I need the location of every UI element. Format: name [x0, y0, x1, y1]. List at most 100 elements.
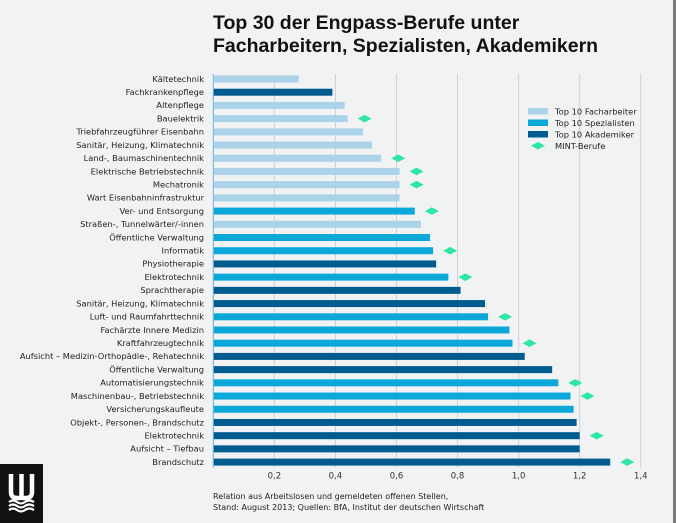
bar — [213, 339, 513, 347]
bar — [213, 141, 373, 149]
mint-diamond-marker — [443, 246, 458, 255]
bar — [213, 167, 400, 175]
category-label: Aufsicht – Tiefbau — [130, 444, 204, 454]
category-label: Öffentliche Verwaltung — [109, 364, 204, 374]
category-label: Straßen-, Tunnelwärter/-innen — [80, 219, 204, 229]
legend-label: Top 10 Spezialisten — [554, 118, 635, 128]
bar — [213, 115, 348, 123]
category-label: Elektrotechnik — [144, 272, 204, 282]
bar — [213, 260, 437, 268]
category-label: Elektrotechnik — [144, 430, 204, 440]
gridlines — [212, 74, 642, 468]
category-label: Aufsicht – Medizin-Orthopädie-, Rehatech… — [20, 351, 204, 361]
bar — [213, 313, 489, 321]
x-tick-label: 1,4 — [634, 472, 648, 482]
category-label: Objekt-, Personen-, Brandschutz — [70, 417, 204, 427]
bar — [213, 220, 421, 228]
bar — [213, 101, 345, 109]
category-label: Elektrische Betriebstechnik — [91, 166, 205, 176]
category-label: Brandschutz — [152, 457, 204, 467]
category-label: Mechatronik — [153, 179, 204, 189]
chart-title: Top 30 der Engpass-Berufe unter Facharbe… — [213, 12, 653, 58]
bar — [213, 75, 299, 83]
mint-diamond-marker — [498, 312, 513, 321]
mint-diamond-marker — [620, 458, 635, 466]
wave-w-logo-icon — [8, 474, 35, 513]
mint-diamond-marker — [409, 180, 424, 189]
bar — [213, 418, 577, 426]
mint-diamond-marker — [522, 339, 537, 347]
category-label: Automatisierungstechnik — [100, 378, 204, 388]
mint-diamond-marker — [589, 431, 604, 440]
bar — [213, 88, 333, 96]
category-label: Kraftfahrzeugtechnik — [117, 338, 204, 348]
bar — [213, 445, 580, 453]
footnote-line-1: Relation aus Arbeitslosen und gemeldeten… — [213, 492, 449, 501]
category-label: Sanitär, Heizung, Klimatechnik — [76, 140, 204, 150]
category-label: Informatik — [162, 246, 205, 256]
bar — [213, 154, 382, 162]
chart-title-line-1: Top 30 der Engpass-Berufe unter — [213, 12, 520, 34]
legend-label: Top 10 Facharbeiter — [554, 107, 637, 117]
category-label: Land-, Baumaschinentechnik — [84, 153, 205, 163]
mint-diamond-marker — [424, 207, 439, 215]
x-tick-label: 0,4 — [329, 472, 343, 482]
legend-swatch — [528, 119, 548, 126]
bar — [213, 326, 510, 334]
bar — [213, 207, 415, 215]
category-label: Kältetechnik — [152, 74, 204, 84]
bar — [213, 379, 559, 387]
bar — [213, 300, 486, 308]
legend-swatch — [528, 108, 548, 115]
category-label: Fachkrankenpflege — [126, 87, 204, 97]
source-footnote: Relation aus Arbeitslosen und gemeldeten… — [213, 491, 653, 513]
logo — [0, 464, 43, 523]
category-label: Fachärzte Innere Medizin — [100, 325, 204, 335]
x-axis-ticks: 0,2 0,4 0,6 0,8 1,0 1,2 1,4 — [268, 472, 648, 482]
bars — [213, 75, 635, 466]
x-tick-label: 1,0 — [512, 472, 526, 482]
category-label: Ver- und Entsorgung — [119, 206, 204, 216]
bar — [213, 392, 571, 400]
legend-label: Top 10 Akademiker — [554, 130, 635, 140]
bar — [213, 352, 525, 360]
mint-diamond-marker — [409, 167, 424, 176]
mint-diamond-marker — [391, 154, 406, 163]
bar — [213, 273, 449, 281]
bar — [213, 405, 574, 413]
bar — [213, 366, 553, 374]
legend-label: MINT-Berufe — [555, 141, 605, 151]
x-tick-label: 0,6 — [390, 472, 404, 482]
mint-diamond-marker — [580, 392, 595, 400]
bar — [213, 432, 580, 440]
chart-title-line-2: Facharbeitern, Spezialisten, Akademikern — [213, 35, 599, 57]
legend-diamond — [531, 141, 545, 150]
mint-diamond-marker — [458, 273, 473, 281]
bar — [213, 458, 611, 466]
legend-swatch — [528, 131, 548, 138]
category-label: Bauelektrik — [157, 113, 204, 123]
bar — [213, 181, 400, 189]
category-label: Wart Eisenbahninfrastruktur — [87, 193, 205, 203]
category-label: Triebfahrzeugführer Eisenbahn — [75, 127, 204, 137]
x-tick-label: 0,2 — [268, 472, 282, 482]
x-tick-label: 0,8 — [451, 472, 465, 482]
page-right-border — [673, 0, 676, 523]
bar — [213, 194, 400, 202]
bar — [213, 128, 363, 136]
category-label: Sprachtherapie — [140, 285, 204, 295]
category-labels: Kältetechnik Fachkrankenpflege Altenpflege… — [20, 74, 205, 467]
x-tick-label: 1,2 — [573, 472, 587, 482]
mint-diamond-marker — [568, 379, 583, 387]
mint-diamond-marker — [357, 114, 372, 123]
category-label: Luft- und Raumfahrttechnik — [90, 312, 204, 322]
footnote-line-2: Stand: August 2013; Quellen: BfA, Instit… — [213, 503, 485, 512]
category-label: Physiotherapie — [142, 259, 204, 269]
category-label: Sanitär, Heizung, Klimatechnik — [76, 298, 204, 308]
bar — [213, 247, 434, 255]
bar — [213, 234, 431, 242]
category-label: Maschinenbau-, Betriebstechnik — [71, 391, 204, 401]
category-label: Öffentliche Verwaltung — [109, 232, 204, 242]
